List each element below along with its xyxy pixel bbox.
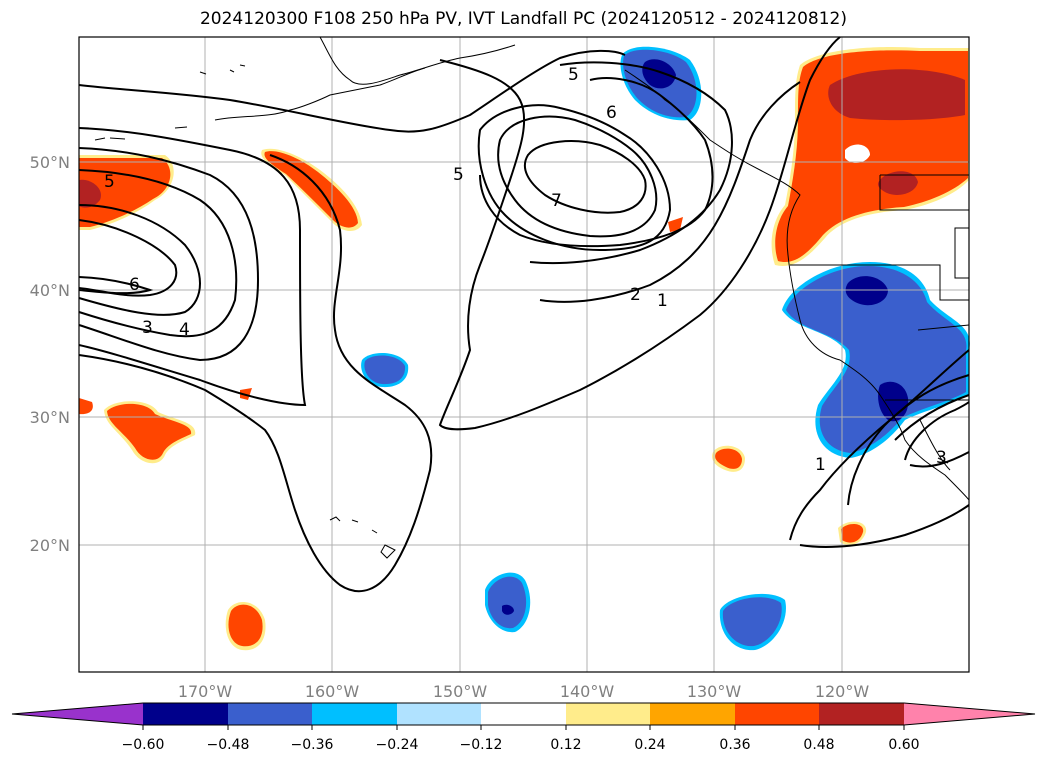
longitude-labels: 170°W 160°W 150°W 140°W 130°W 120°W [178,682,870,701]
contour-labels: 5 6 5 7 2 1 5 6 3 4 1 3 [104,65,947,475]
colorbar-extend-right [904,703,1035,725]
pv-contours [78,36,970,593]
colorbar-bin [566,703,650,725]
colorbar-label: 0.24 [634,737,665,753]
colorbar: −0.60 −0.48 −0.36 −0.24 −0.12 0.12 0.24 … [11,702,1036,753]
contour-label: 4 [179,320,190,340]
colorbar-bin [312,703,397,725]
latitude-labels: 50°N 40°N 30°N 20°N [30,153,70,555]
contour-label: 1 [815,455,826,475]
colorbar-label: −0.24 [376,737,419,753]
lon-label: 170°W [178,682,233,701]
contour-label: 6 [129,275,140,295]
colorbar-bin [650,703,735,725]
lon-label: 130°W [687,682,742,701]
colorbar-label: −0.36 [291,737,334,753]
map-title: 2024120300 F108 250 hPa PV, IVT Landfall… [199,9,847,29]
colorbar-bin [143,703,228,725]
contour-label: 1 [657,291,668,311]
contour-label: 2 [630,285,641,305]
colorbar-label: 0.60 [888,737,919,753]
contour-label: 5 [104,172,115,192]
contour-label: 5 [453,165,464,185]
colorbar-bin [819,703,904,725]
lat-lon-grid [79,37,969,672]
contour-label: 5 [568,65,579,85]
colorbar-extend-left [12,703,143,725]
colorbar-label: 0.12 [550,737,581,753]
colorbar-bin [397,703,481,725]
colorbar-label: −0.12 [460,737,503,753]
positive-anomaly-regions [79,46,969,651]
lat-label: 30°N [30,408,70,427]
lat-label: 20°N [30,536,70,555]
negative-anomaly-regions [361,46,970,651]
colorbar-label: 0.48 [803,737,834,753]
lon-label: 160°W [305,682,360,701]
colorbar-label: −0.48 [207,737,250,753]
lat-label: 40°N [30,281,70,300]
colorbar-label: −0.60 [122,737,165,753]
contour-label: 3 [936,448,947,468]
lon-label: 140°W [560,682,615,701]
contour-label: 3 [142,318,153,338]
colorbar-bin [228,703,312,725]
lon-label: 120°W [815,682,870,701]
colorbar-label: 0.36 [719,737,750,753]
contour-label: 7 [551,191,562,211]
colorbar-bin [735,703,819,725]
lat-label: 50°N [30,153,70,172]
lon-label: 150°W [433,682,488,701]
map-panel: 5 6 5 7 2 1 5 6 3 4 1 3 [78,36,970,673]
colorbar-bin [481,703,566,725]
contour-label: 6 [606,103,617,123]
